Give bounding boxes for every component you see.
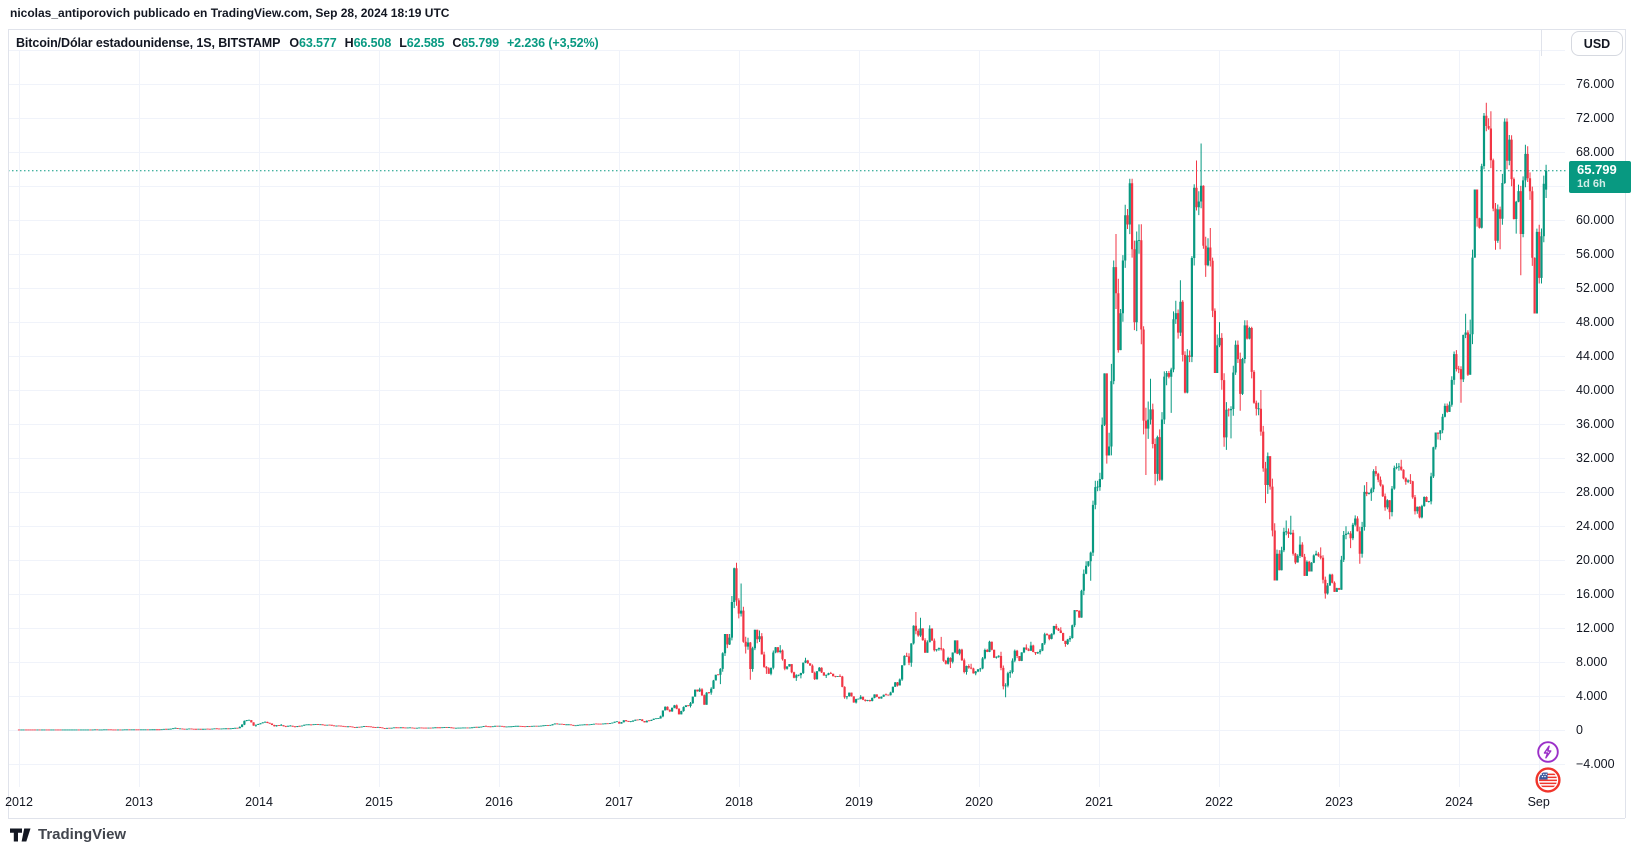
currency-toggle-button[interactable]: USD bbox=[1571, 31, 1623, 56]
price-axis-label: 76.000 bbox=[1576, 77, 1615, 91]
price-axis-label: 24.000 bbox=[1576, 519, 1615, 533]
price-axis-label: 16.000 bbox=[1576, 587, 1615, 601]
bar-countdown: 1d 6h bbox=[1577, 178, 1606, 191]
ohlc-pair: H66.508 bbox=[344, 36, 392, 50]
time-axis-label: 2012 bbox=[5, 795, 33, 809]
price-axis-label: 0 bbox=[1576, 723, 1583, 737]
time-axis-label: Sep bbox=[1527, 795, 1550, 809]
price-axis-label: 72.000 bbox=[1576, 111, 1615, 125]
price-axis-label: −4.000 bbox=[1576, 757, 1615, 771]
time-axis-label: 2015 bbox=[365, 795, 393, 809]
last-price-value: 65.799 bbox=[1577, 162, 1617, 178]
symbol-title[interactable]: Bitcoin/Dólar estadounidense, 1S, BITSTA… bbox=[16, 36, 281, 50]
price-axis-label: 20.000 bbox=[1576, 553, 1615, 567]
time-axis-label: 2014 bbox=[245, 795, 273, 809]
last-price-badge: 65.799 1d 6h bbox=[1569, 161, 1631, 194]
ohlc-pair: O63.577 bbox=[289, 36, 337, 50]
price-axis-label: 60.000 bbox=[1576, 213, 1615, 227]
price-axis-label: 4.000 bbox=[1576, 689, 1608, 703]
lightning-event-icon[interactable] bbox=[1536, 740, 1560, 764]
time-axis-label: 2017 bbox=[605, 795, 633, 809]
price-axis-label: 40.000 bbox=[1576, 383, 1615, 397]
grid-lines bbox=[8, 50, 1565, 787]
price-axis-label: 68.000 bbox=[1576, 145, 1615, 159]
price-axis-label: 52.000 bbox=[1576, 281, 1615, 295]
time-axis-label: 2021 bbox=[1085, 795, 1113, 809]
time-axis-label: 2020 bbox=[965, 795, 993, 809]
price-axis-label: 12.000 bbox=[1576, 621, 1615, 635]
ohlc-pair: L62.585 bbox=[399, 36, 445, 50]
tradingview-wordmark: TradingView bbox=[38, 826, 127, 843]
time-axis-label: 2019 bbox=[845, 795, 873, 809]
time-axis-label: 2018 bbox=[725, 795, 753, 809]
price-axis-label: 56.000 bbox=[1576, 247, 1615, 261]
tradingview-logo-icon bbox=[10, 828, 31, 841]
price-axis-label: 44.000 bbox=[1576, 349, 1615, 363]
time-axis-label: 2024 bbox=[1445, 795, 1473, 809]
chart-legend: Bitcoin/Dólar estadounidense, 1S, BITSTA… bbox=[16, 36, 599, 50]
price-axis-label: 36.000 bbox=[1576, 417, 1615, 431]
tradingview-footer-link[interactable]: TradingView bbox=[10, 826, 126, 843]
price-axis-label: 8.000 bbox=[1576, 655, 1608, 669]
ohlc-pair: C65.799 bbox=[452, 36, 499, 50]
time-axis-label: 2023 bbox=[1325, 795, 1353, 809]
price-axis-label: 28.000 bbox=[1576, 485, 1615, 499]
us-flag-event-icon[interactable] bbox=[1535, 767, 1561, 793]
time-axis-label: 2016 bbox=[485, 795, 513, 809]
change-text: +2.236 (+3,52%) bbox=[506, 36, 599, 50]
ohlc-values: O63.577 H66.508 L62.585 C65.799 +2.236 (+3,5… bbox=[289, 36, 598, 50]
price-axis-label: 48.000 bbox=[1576, 315, 1615, 329]
time-axis-label: 2013 bbox=[125, 795, 153, 809]
price-axis-label: 32.000 bbox=[1576, 451, 1615, 465]
candles bbox=[17, 102, 1548, 731]
attribution-text: nicolas_antiporovich publicado en Tradin… bbox=[10, 6, 450, 20]
time-axis-label: 2022 bbox=[1205, 795, 1233, 809]
